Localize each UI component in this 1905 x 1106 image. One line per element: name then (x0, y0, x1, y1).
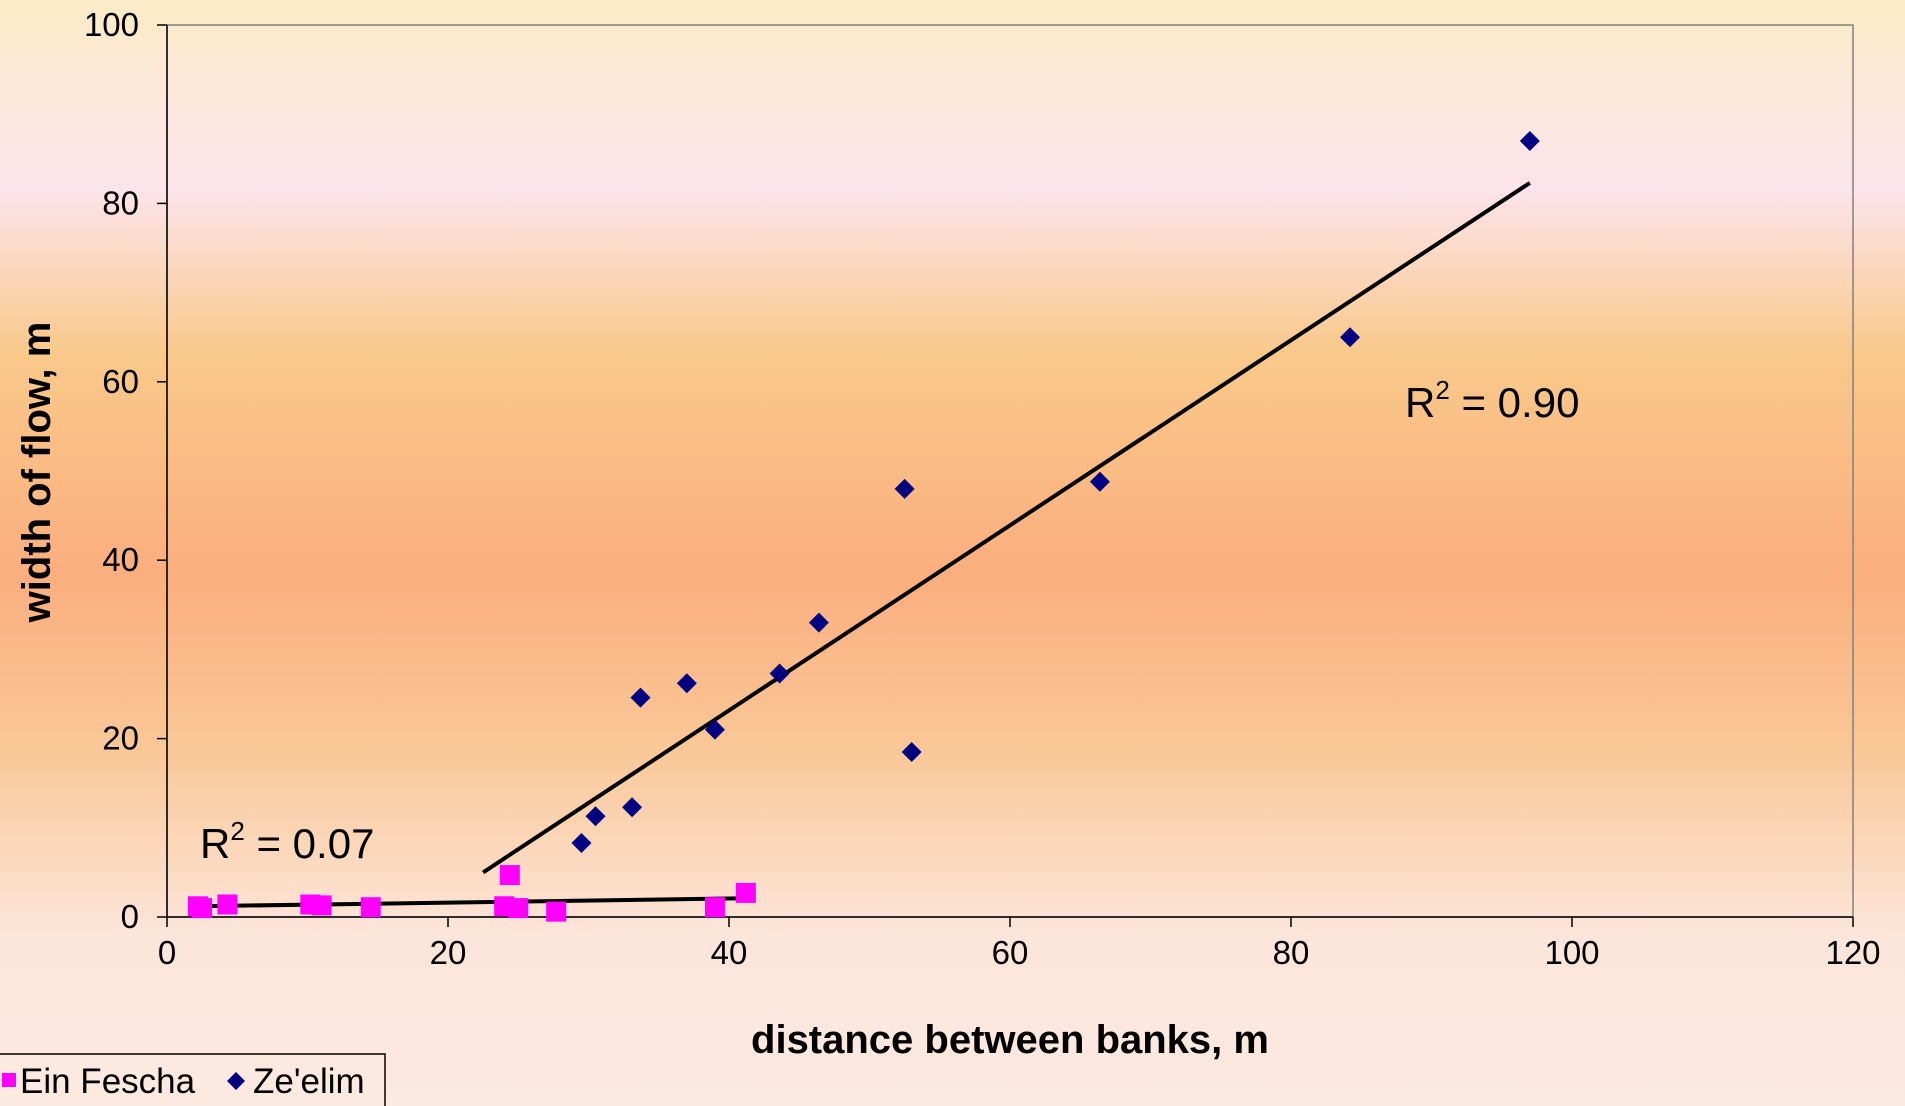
data-point-ein-fescha (735, 882, 756, 903)
data-point-zeelim (769, 663, 790, 684)
data-point-ein-fescha (217, 894, 238, 915)
data-point-ein-fescha (192, 898, 213, 919)
x-tick-label: 40 (711, 934, 748, 971)
trendline (195, 896, 746, 909)
y-tick-label: 0 (121, 898, 139, 935)
data-point-zeelim (1340, 327, 1361, 348)
r-squared-value: = 0.07 (245, 820, 375, 867)
y-axis-title: width of flow, m (15, 322, 59, 624)
data-point-zeelim (630, 687, 651, 708)
data-point-zeelim (704, 719, 725, 740)
y-tick-label: 60 (102, 363, 139, 400)
r-squared-exponent: 2 (1435, 375, 1449, 405)
x-tick-label: 60 (992, 934, 1029, 971)
data-point-zeelim (808, 612, 829, 633)
data-point-zeelim (894, 478, 915, 499)
data-point-ein-fescha (311, 895, 332, 916)
data-point-zeelim (585, 806, 606, 827)
x-tick-label: 20 (430, 934, 467, 971)
data-point-zeelim (1089, 471, 1110, 492)
data-point-ein-fescha (546, 901, 567, 922)
data-point-zeelim (676, 673, 697, 694)
data-point-ein-fescha (499, 865, 520, 886)
trendline (482, 181, 1531, 875)
data-point-zeelim (901, 741, 922, 762)
r-squared-symbol: R (1405, 379, 1435, 426)
data-point-zeelim (622, 797, 643, 818)
legend-marker-ein-fescha (2, 1073, 16, 1087)
x-tick-label: 120 (1825, 934, 1880, 971)
r-squared-symbol: R (200, 820, 230, 867)
x-tick-label: 100 (1544, 934, 1599, 971)
legend-box (0, 1053, 386, 1106)
y-tick-label: 40 (102, 541, 139, 578)
legend-marker-zeelim (227, 1072, 245, 1090)
legend-label-ein-fescha: Ein Fescha (20, 1062, 196, 1101)
y-tick-label: 80 (102, 184, 139, 221)
data-point-ein-fescha (360, 897, 381, 918)
x-tick-label: 80 (1273, 934, 1310, 971)
data-point-ein-fescha (704, 897, 725, 918)
legend-label-zeelim: Ze'elim (253, 1062, 365, 1101)
data-point-zeelim (571, 832, 592, 853)
r-squared-exponent: 2 (230, 816, 244, 846)
data-point-ein-fescha (508, 898, 529, 919)
data-point-zeelim (1519, 130, 1540, 151)
x-axis-title: distance between banks, m (751, 1018, 1269, 1062)
r-squared-annotation: R2 = 0.07 (200, 816, 374, 867)
r-squared-annotation: R2 = 0.90 (1405, 375, 1579, 426)
y-tick-label: 20 (102, 720, 139, 757)
r-squared-value: = 0.90 (1450, 379, 1580, 426)
x-tick-label: 0 (158, 934, 176, 971)
y-tick-label: 100 (84, 6, 139, 43)
